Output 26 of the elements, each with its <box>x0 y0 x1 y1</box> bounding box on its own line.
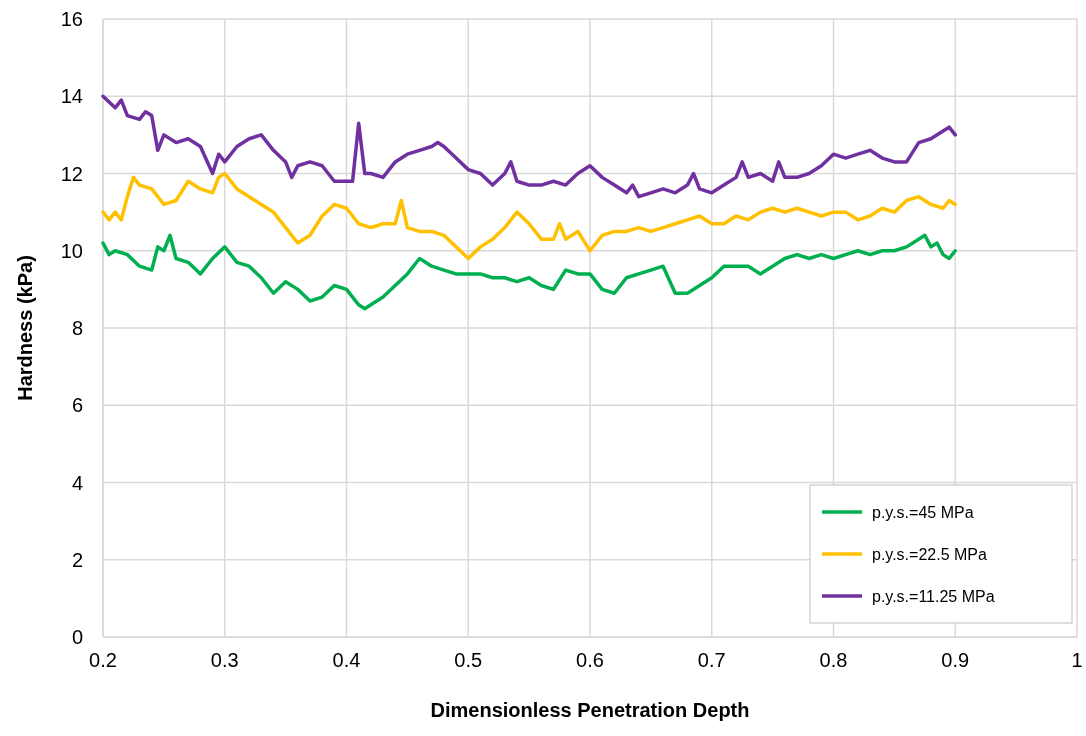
x-tick-label: 0.8 <box>819 649 848 671</box>
x-axis-title: Dimensionless Penetration Depth <box>430 699 750 721</box>
y-tick-label: 4 <box>71 471 83 494</box>
x-tick-label: 0.7 <box>697 649 726 671</box>
y-tick-label: 2 <box>71 548 83 571</box>
line-series <box>101 233 957 311</box>
legend-label: p.y.s.=22.5 MPa <box>872 546 987 563</box>
x-tick-label: 0.9 <box>941 649 970 671</box>
line-series <box>101 171 957 261</box>
y-tick-label: 6 <box>71 394 83 417</box>
y-tick-label: 10 <box>60 239 83 262</box>
x-tick-label: 0.2 <box>89 649 117 671</box>
legend-label: p.y.s.=45 MPa <box>872 504 974 521</box>
y-tick-label: 16 <box>60 8 83 30</box>
x-tick-label: 0.4 <box>332 649 361 671</box>
x-tick-label: 1 <box>1071 649 1083 671</box>
x-tick-label: 0.5 <box>454 649 483 671</box>
x-tick-label: 0.6 <box>576 649 604 671</box>
y-tick-label: 14 <box>60 85 83 108</box>
y-tick-label: 8 <box>71 317 83 339</box>
line-series <box>101 94 957 199</box>
y-tick-label: 12 <box>60 162 83 185</box>
legend-label: p.y.s.=11.25 MPa <box>872 588 995 605</box>
x-tick-label: 0.3 <box>210 649 239 671</box>
y-tick-label: 0 <box>71 626 83 648</box>
y-axis-title: Hardness (kPa) <box>14 255 36 401</box>
